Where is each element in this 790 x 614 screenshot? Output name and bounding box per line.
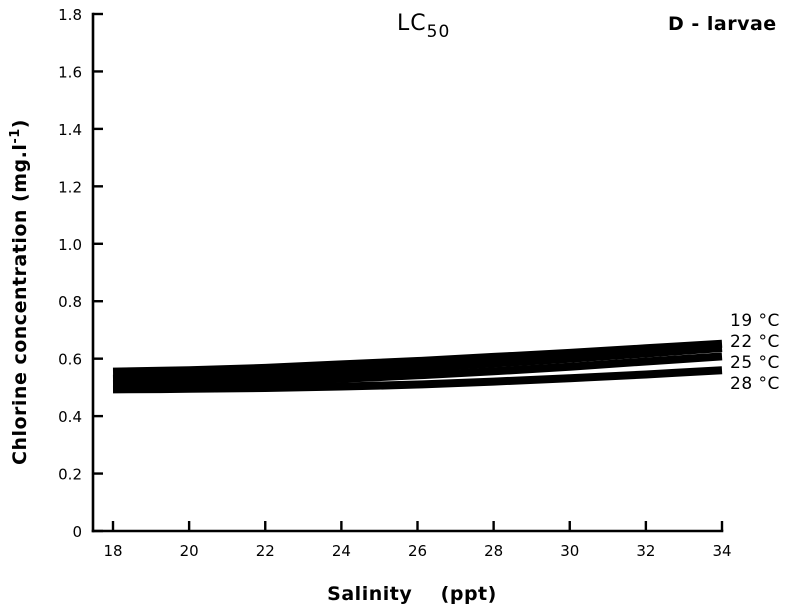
x-tick-label: 26: [408, 542, 427, 560]
y-tick-label: 0.2: [58, 466, 82, 484]
chart-title-subscript: 50: [427, 22, 451, 42]
y-tick-label: 1.4: [58, 121, 82, 139]
x-tick-label: 28: [484, 542, 503, 560]
series-line-19c: [112, 339, 723, 376]
series-label: 25 °C: [730, 353, 780, 373]
series-line-28c: [112, 366, 723, 394]
chart-title-main: LC: [397, 11, 427, 36]
x-tick-label: 20: [180, 542, 199, 560]
series-line-22c: [112, 344, 723, 383]
x-tick-label: 34: [712, 542, 731, 560]
series-label: 19 °C: [730, 311, 780, 331]
x-axis-title: Salinity (ppt): [327, 583, 497, 605]
y-axis-title-close: ): [9, 119, 31, 128]
y-tick-label: 1.2: [58, 178, 82, 196]
y-tick-label: 1.8: [58, 6, 82, 24]
series-label: 28 °C: [730, 374, 780, 394]
x-tick-label: 24: [332, 542, 351, 560]
x-ticks: 18 20 22 24 26 28 30 32 34: [103, 521, 732, 560]
y-tick-label: 0.8: [58, 293, 82, 311]
x-tick-label: 18: [103, 542, 122, 560]
y-tick-label: 0.4: [58, 408, 82, 426]
y-ticks: 0 0.2 0.4 0.6 0.8 1.0 1.2 1.4 1.6 1.8: [58, 6, 103, 541]
x-tick-label: 32: [636, 542, 655, 560]
y-axis-title-main: Chlorine concentration (mg.l: [9, 144, 31, 465]
y-axis-title: Chlorine concentration (mg.l-1): [8, 119, 31, 465]
series-line-25c: [112, 352, 723, 388]
y-axis-title-superscript: -1: [8, 128, 23, 143]
y-tick-label: 1.6: [58, 63, 82, 81]
series-labels: 19 °C22 °C25 °C28 °C: [730, 311, 780, 394]
y-tick-label: 0: [72, 523, 82, 541]
y-tick-label: 1.0: [58, 236, 82, 254]
x-tick-label: 22: [256, 542, 275, 560]
series-curves: [112, 339, 723, 394]
x-tick-label: 30: [560, 542, 579, 560]
corner-label: D - larvae: [668, 13, 777, 35]
y-tick-label: 0.6: [58, 351, 82, 369]
series-label: 22 °C: [730, 332, 780, 352]
chart-title: LC50: [397, 11, 450, 42]
